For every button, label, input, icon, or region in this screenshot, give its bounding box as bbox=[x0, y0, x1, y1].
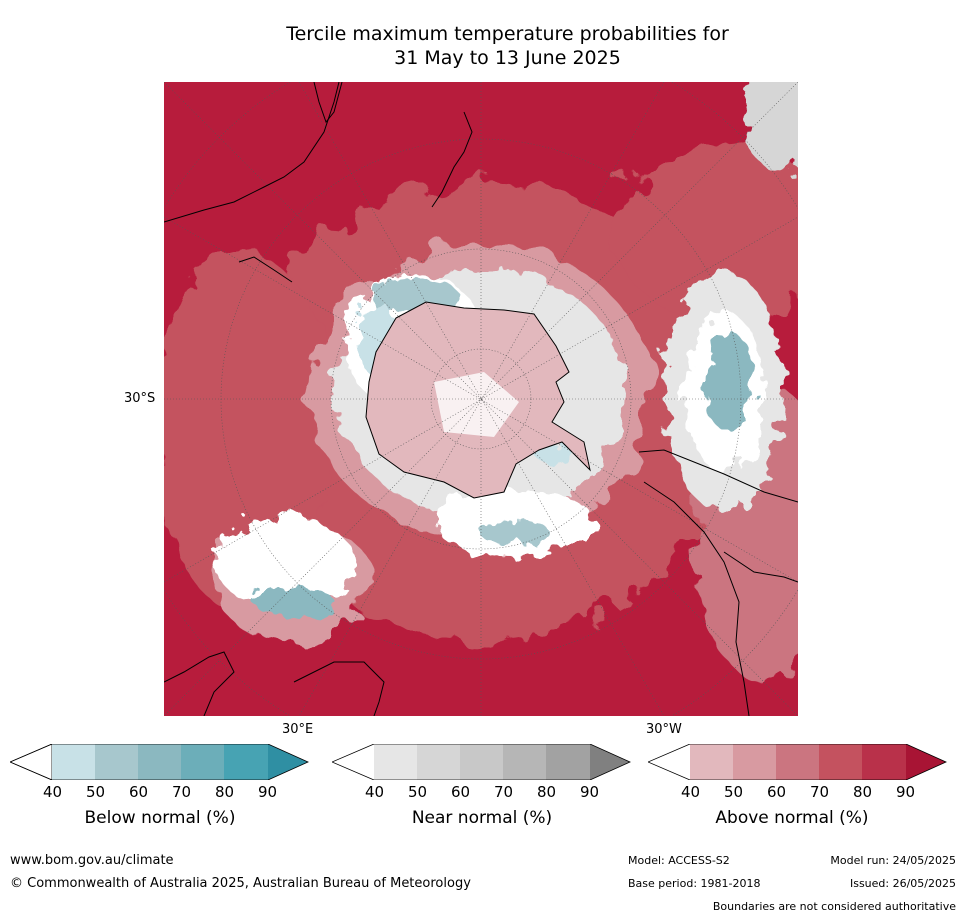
colorbar-near-normal bbox=[330, 743, 632, 784]
tick-label: 50 bbox=[408, 783, 428, 801]
colorbar-below-normal bbox=[8, 743, 310, 784]
model-name: Model: ACCESS-S2 bbox=[628, 854, 730, 867]
map-canvas bbox=[164, 82, 798, 716]
title-line-1: Tercile maximum temperature probabilitie… bbox=[286, 23, 729, 45]
colorbar-near-swatches bbox=[330, 743, 631, 781]
tick-label: 80 bbox=[853, 783, 873, 801]
tick-label: 80 bbox=[537, 783, 557, 801]
latitude-label-30s: 30°S bbox=[124, 391, 156, 406]
title-line-2: 31 May to 13 June 2025 bbox=[394, 47, 621, 69]
boundary-disclaimer: Boundaries are not considered authoritat… bbox=[712, 900, 956, 913]
polar-probability-map bbox=[164, 82, 798, 716]
tick-label: 50 bbox=[724, 783, 744, 801]
tick-label: 40 bbox=[681, 783, 701, 801]
colorbar-above-normal bbox=[646, 743, 948, 784]
colorbar-near-title: Near normal (%) bbox=[411, 808, 553, 828]
website-link[interactable]: www.bom.gov.au/climate bbox=[10, 853, 174, 868]
colorbar-below-swatches bbox=[8, 743, 309, 781]
tick-label: 60 bbox=[129, 783, 149, 801]
tick-label: 70 bbox=[172, 783, 192, 801]
antarctica bbox=[365, 301, 591, 499]
graticule bbox=[164, 82, 798, 716]
issued-date: Issued: 26/05/2025 bbox=[849, 877, 956, 890]
model-run-date: Model run: 24/05/2025 bbox=[830, 854, 956, 867]
longitude-label-30e: 30°E bbox=[282, 722, 314, 737]
base-period: Base period: 1981-2018 bbox=[628, 877, 761, 890]
tick-label: 90 bbox=[258, 783, 278, 801]
map-title: Tercile maximum temperature probabilitie… bbox=[0, 22, 965, 70]
copyright-text: © Commonwealth of Australia 2025, Austra… bbox=[10, 876, 471, 891]
coastlines bbox=[164, 82, 798, 716]
tick-label: 70 bbox=[494, 783, 514, 801]
tick-label: 90 bbox=[896, 783, 916, 801]
tick-label: 60 bbox=[767, 783, 787, 801]
tick-label: 40 bbox=[43, 783, 63, 801]
tick-label: 60 bbox=[451, 783, 471, 801]
tick-label: 50 bbox=[86, 783, 106, 801]
tick-label: 70 bbox=[810, 783, 830, 801]
tick-label: 80 bbox=[215, 783, 235, 801]
colorbar-above-swatches bbox=[646, 743, 947, 781]
colorbar-above-title: Above normal (%) bbox=[715, 808, 869, 828]
colorbar-below-title: Below normal (%) bbox=[84, 808, 236, 828]
tick-label: 40 bbox=[365, 783, 385, 801]
tick-label: 90 bbox=[580, 783, 600, 801]
longitude-label-30w: 30°W bbox=[646, 722, 682, 737]
